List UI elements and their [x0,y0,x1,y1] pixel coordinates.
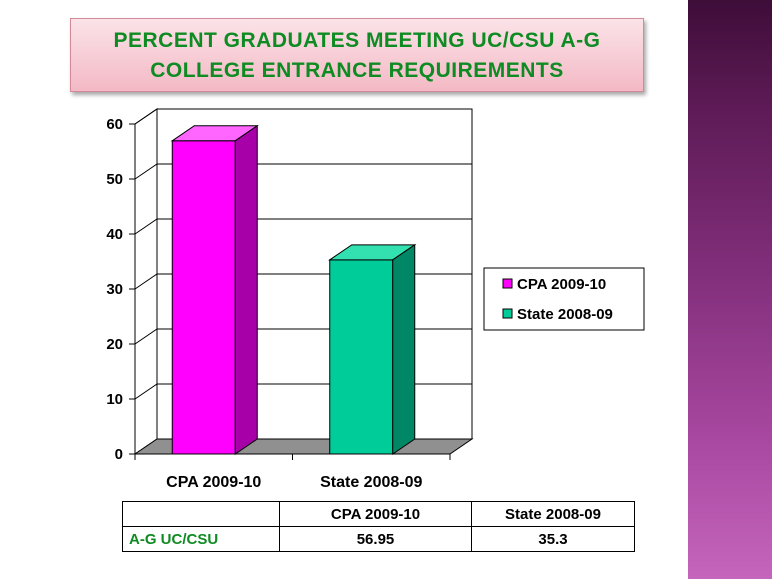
bar-cpa [170,124,259,455]
x-axis-labels: CPA 2009-10 State 2008-09 [166,474,422,491]
x-category-label: State 2008-09 [320,474,422,491]
table-cell: 35.3 [471,526,635,552]
table-row-label: A-G UC/CSU [122,526,280,552]
gridline [134,108,472,125]
bar-chart: 0 10 20 30 40 50 60 CPA 2009-10 State 2008-09 C… [106,108,645,491]
legend-label-state: State 2008-09 [517,306,613,323]
bar-front [329,259,394,455]
legend-box [483,267,645,331]
y-tick-label: 50 [106,171,123,188]
table-header-row: CPA 2009-10 State 2008-09 [122,501,635,527]
bars [170,124,417,455]
table-header-cell: CPA 2009-10 [279,501,472,527]
table-row: A-G UC/CSU 56.95 35.3 [122,526,635,552]
gridline [134,218,472,235]
gridline [134,163,472,180]
y-tick-label: 0 [115,446,123,463]
table-cell: 56.95 [279,526,472,552]
decorative-side-band [688,0,772,579]
bar-side [392,243,416,455]
bar-state [328,243,417,455]
y-tick-label: 20 [106,336,123,353]
table-header-cell: State 2008-09 [471,501,635,527]
bar-side [234,124,258,455]
y-tick-label: 60 [106,116,123,133]
legend-swatch-state [502,308,513,319]
legend: CPA 2009-10 State 2008-09 [483,267,645,331]
title-banner: PERCENT GRADUATES MEETING UC/CSU A-G COL… [70,18,644,92]
data-table: CPA 2009-10 State 2008-09 A-G UC/CSU 56.… [122,501,635,552]
legend-swatch-cpa [502,278,513,289]
title-line-2: COLLEGE ENTRANCE REQUIREMENTS [150,59,564,82]
title-line-1: PERCENT GRADUATES MEETING UC/CSU A-G [113,29,601,52]
y-tick-label: 40 [106,226,123,243]
y-tick-label: 10 [106,391,123,408]
y-tick-label: 30 [106,281,123,298]
bar-front [171,140,236,455]
table-header-cell [122,501,280,527]
legend-label-cpa: CPA 2009-10 [517,276,606,293]
x-category-label: CPA 2009-10 [166,474,261,491]
y-axis: 0 10 20 30 40 50 60 [106,116,136,463]
